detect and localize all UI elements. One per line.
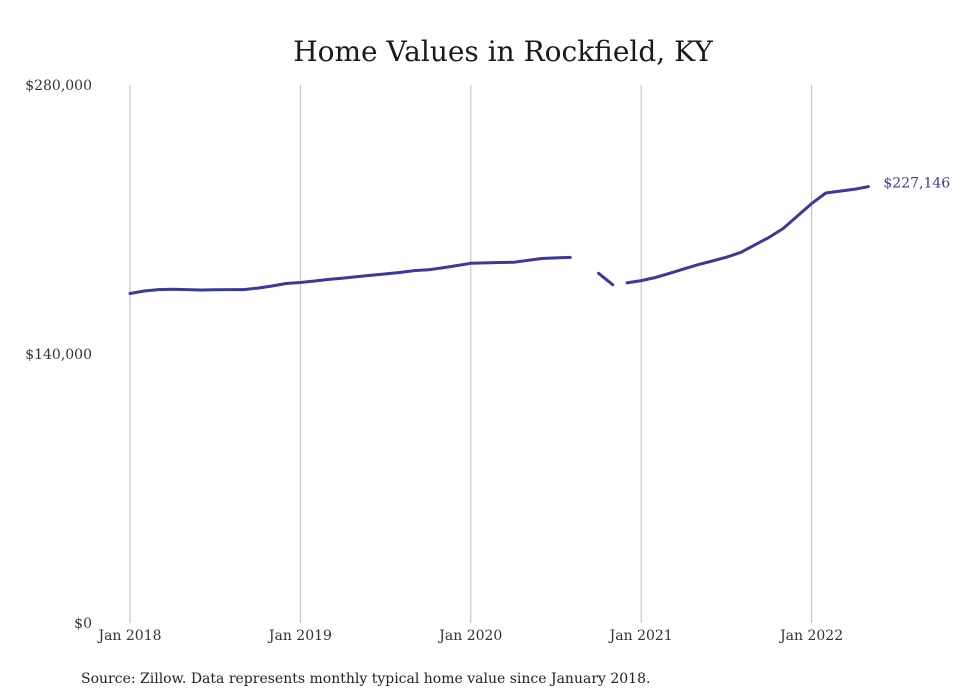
series-line-segment bbox=[597, 271, 615, 287]
end-value-label: $227,146 bbox=[883, 176, 950, 192]
series-line-segment bbox=[128, 255, 572, 295]
x-tick-label: Jan 2022 bbox=[778, 628, 843, 644]
y-tick-label: $140,000 bbox=[25, 347, 92, 363]
grid bbox=[129, 85, 813, 623]
source-note: Source: Zillow. Data represents monthly … bbox=[81, 671, 650, 687]
x-tick-label: Jan 2021 bbox=[608, 628, 673, 644]
x-tick-label: Jan 2018 bbox=[96, 628, 161, 644]
chart-title: Home Values in Rockfield, KY bbox=[293, 35, 713, 68]
series-group bbox=[128, 185, 870, 295]
series-line-segment bbox=[625, 185, 870, 285]
x-tick-label: Jan 2020 bbox=[437, 628, 502, 644]
y-tick-label: $0 bbox=[74, 616, 92, 632]
y-axis: $0 $140,000 $280,000 bbox=[25, 78, 92, 632]
x-tick-label: Jan 2019 bbox=[267, 628, 332, 644]
x-axis: Jan 2018 Jan 2019 Jan 2020 Jan 2021 Jan 2022 bbox=[96, 628, 843, 644]
y-tick-label: $280,000 bbox=[25, 78, 92, 94]
